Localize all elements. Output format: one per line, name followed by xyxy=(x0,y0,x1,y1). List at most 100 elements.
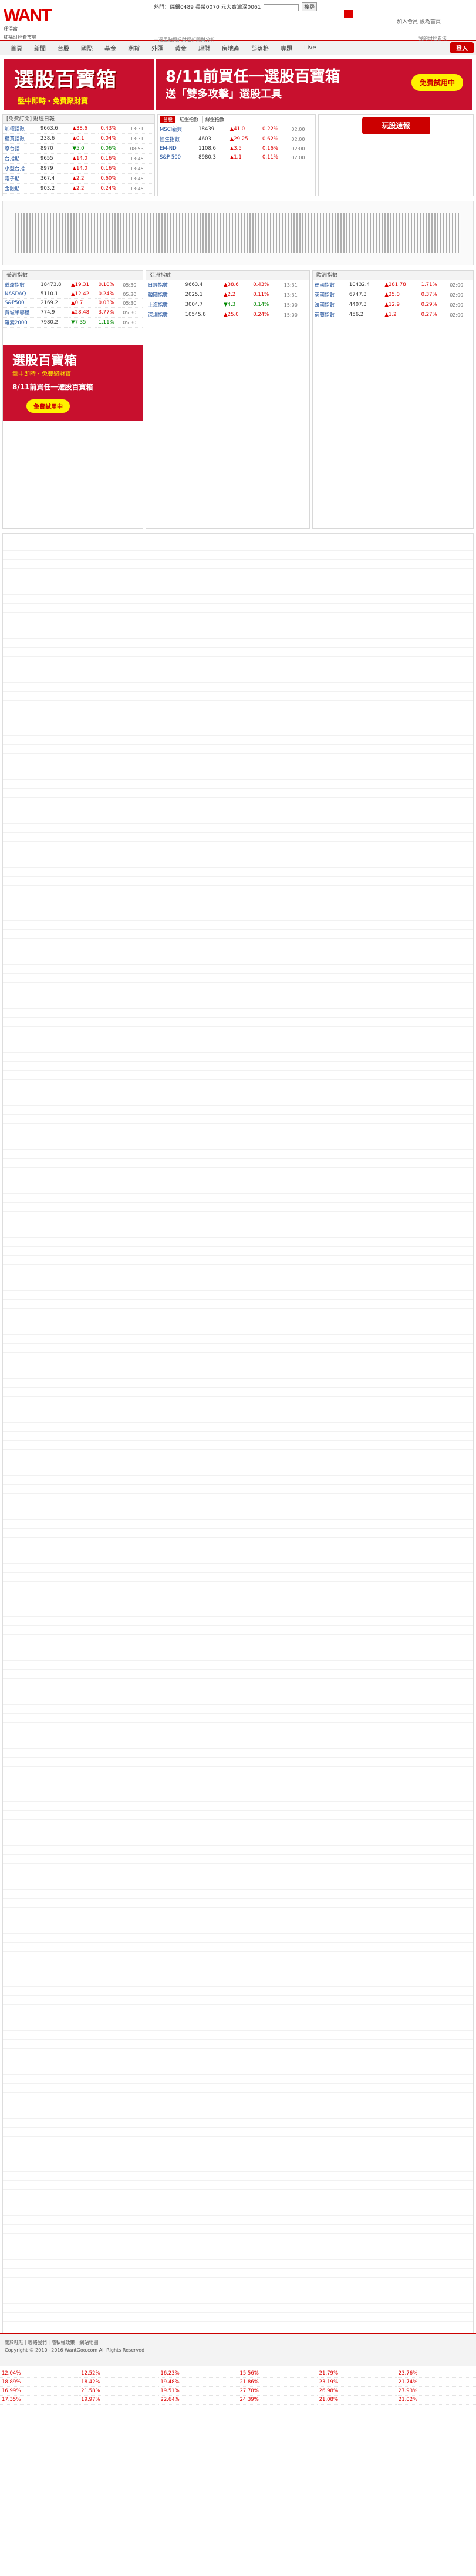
nav-item[interactable]: 基金 xyxy=(104,46,116,52)
table-row[interactable]: 17.35% 19.97% 22.64% 24.39% 21.08% 21.02% xyxy=(0,2395,476,2405)
login-button[interactable]: 登入 xyxy=(450,42,474,53)
quote-mid-column: 台股 紅盤指數 綠盤指數 MSCI新興 18439 ▲41.0 0.22% 02:00 … xyxy=(157,114,316,196)
table-row[interactable]: 恒生指數 4603 ▲29.25 0.62% 02:00 xyxy=(158,134,315,144)
table-row[interactable]: S&P 500 8980.3 ▲1.1 0.11% 02:00 xyxy=(158,153,315,162)
quote-time: 15:00 xyxy=(282,310,309,320)
tab-taiwan[interactable]: 台股 xyxy=(160,116,175,123)
banner-left[interactable]: 選股百寶箱 盤中即時・免費聚財寶 xyxy=(4,59,154,110)
tab-red[interactable]: 紅盤指數 xyxy=(177,116,201,123)
table-row[interactable]: 深圳指數 10545.8 ▲25.0 0.24% 15:00 xyxy=(146,310,309,320)
table-row[interactable]: NASDAQ 5110.1 ▲12.42 0.24% 05:30 xyxy=(3,290,143,299)
table-row[interactable]: 電子期 367.4 ▲2.2 0.60% 13:45 xyxy=(3,173,154,184)
table-row[interactable]: 台指期 9655 ▲14.0 0.16% 13:45 xyxy=(3,153,154,164)
quote-time: 05:30 xyxy=(121,280,143,290)
nav-item[interactable]: 理財 xyxy=(198,46,210,52)
quote-percent: 1.71% xyxy=(419,280,448,290)
quote-value: 3004.7 xyxy=(183,300,222,310)
market-section: 美洲指數 道瓊指數 18473.8 ▲19.31 0.10% 05:30 NASDAQ 5… xyxy=(0,270,476,529)
table-row[interactable]: 羅素2000 7980.2 ▼7.35 1.11% 05:30 xyxy=(3,317,143,328)
search-button[interactable]: 搜尋 xyxy=(302,2,318,11)
nav-item[interactable]: 專題 xyxy=(281,46,292,52)
quote-name: 金融期 xyxy=(3,183,39,194)
top-links[interactable]: 加入會員 設為首頁 xyxy=(397,19,441,25)
nav-item[interactable]: 國際 xyxy=(81,46,93,52)
site-logo[interactable]: WANT 旺得富 xyxy=(4,6,52,32)
tab-green[interactable]: 綠盤指數 xyxy=(202,116,227,123)
quote-percent: 3.77% xyxy=(96,307,121,318)
table-row[interactable]: MSCI新興 18439 ▲41.0 0.22% 02:00 xyxy=(158,125,315,134)
table-row[interactable]: EM-ND 1108.6 ▲3.5 0.16% 02:00 xyxy=(158,144,315,153)
promo-ad-title: 選股百寶箱 xyxy=(12,354,77,368)
nav-item[interactable]: 部落格 xyxy=(251,46,269,52)
quick-search: 熱門：瑞銀0489 長榮0070 元大寶滬深0061 搜尋 xyxy=(154,2,318,11)
quote-name: S&P 500 xyxy=(158,153,197,162)
hot-keywords[interactable]: 熱門：瑞銀0489 長榮0070 元大寶滬深0061 xyxy=(154,5,261,11)
table-row[interactable]: 金融期 903.2 ▲2.2 0.24% 13:45 xyxy=(3,183,154,194)
quote-name: 荷蘭指數 xyxy=(313,310,347,320)
promo-ad-button[interactable]: 免費試用中 xyxy=(26,399,70,413)
page: WANT 旺得富 熱門：瑞銀0489 長榮0070 元大寶滬深0061 搜尋 加… xyxy=(0,2,476,2405)
banner-right[interactable]: 8/11前買任一選股百寶箱 送「雙多攻擊」選股工具 免費試用中 xyxy=(156,59,472,110)
nav-item[interactable]: 外匯 xyxy=(151,46,163,52)
quote-percent: 0.60% xyxy=(99,173,129,184)
nav-item[interactable]: 台股 xyxy=(58,46,69,52)
cell: 27.93% xyxy=(396,2386,476,2396)
table-row[interactable]: 費城半導體 774.9 ▲28.48 3.77% 05:30 xyxy=(3,307,143,318)
nav-item[interactable]: 黃金 xyxy=(175,46,187,52)
table-row[interactable]: 德國指數 10432.4 ▲281.78 1.71% 02:00 xyxy=(313,280,473,290)
quote-change: ▲14.0 xyxy=(70,153,99,164)
nav-item[interactable]: Live xyxy=(304,45,316,51)
table-row[interactable]: 道瓊指數 18473.8 ▲19.31 0.10% 05:30 xyxy=(3,280,143,290)
quote-percent: 0.14% xyxy=(251,300,282,310)
footer-links[interactable]: 關於旺旺 | 聯絡我們 | 隱私權政策 | 網站地圖 xyxy=(5,2340,99,2345)
nav-item[interactable]: 期貨 xyxy=(128,46,140,52)
promo-button[interactable]: 玩股速報 xyxy=(362,117,430,134)
quote-name: 韓國指數 xyxy=(146,290,184,300)
table-row[interactable]: 英國指數 6747.3 ▲25.0 0.37% 02:00 xyxy=(313,290,473,300)
table-row[interactable]: 12.04% 12.52% 16.23% 15.56% 21.79% 23.76% xyxy=(0,2369,476,2378)
nav-item[interactable]: 房地產 xyxy=(222,46,239,52)
table-row[interactable]: 16.99% 21.58% 19.51% 27.78% 26.98% 27.93% xyxy=(0,2386,476,2396)
nav-item[interactable]: 首頁 xyxy=(11,46,22,52)
promo-ad-line: 8/11前買任一選股百寶箱 xyxy=(12,383,93,391)
cell: 23.19% xyxy=(317,2377,397,2387)
table-row[interactable]: 法國指數 4407.3 ▲12.9 0.29% 02:00 xyxy=(313,300,473,310)
nav-item[interactable]: 新聞 xyxy=(34,46,46,52)
quote-tabs: 台股 紅盤指數 綠盤指數 xyxy=(158,115,315,125)
quote-name: NASDAQ xyxy=(3,290,39,299)
cell: 19.51% xyxy=(158,2386,238,2396)
quote-time: 13:45 xyxy=(128,163,154,174)
quote-value: 2025.1 xyxy=(183,290,222,300)
americas-table: 道瓊指數 18473.8 ▲19.31 0.10% 05:30 NASDAQ 5110.1… xyxy=(3,280,143,328)
table-row[interactable]: 摩台指 8970 ▼5.0 0.06% 08:53 xyxy=(3,143,154,154)
quote-value: 10545.8 xyxy=(183,310,222,320)
table-row[interactable]: S&P500 2169.2 ▲0.7 0.03% 05:30 xyxy=(3,298,143,308)
quote-percent: 0.16% xyxy=(99,153,129,164)
quote-value: 8980.3 xyxy=(197,153,228,162)
quote-time: 05:30 xyxy=(121,290,143,299)
quote-time: 13:31 xyxy=(128,124,154,134)
free-trial-button[interactable]: 免費試用中 xyxy=(411,74,463,91)
table-row[interactable]: 上海指數 3004.7 ▼4.3 0.14% 15:00 xyxy=(146,300,309,310)
quote-percent: 0.11% xyxy=(260,153,290,162)
table-row[interactable]: 日經指數 9663.4 ▲38.6 0.43% 13:31 xyxy=(146,280,309,290)
quote-change: ▲41.0 xyxy=(228,125,261,134)
quote-time: 02:00 xyxy=(289,153,315,162)
table-row[interactable]: 小型台指 8979 ▲14.0 0.16% 13:45 xyxy=(3,163,154,174)
quote-right-column: 玩股速報 xyxy=(318,114,474,196)
table-row[interactable]: 18.89% 18.42% 19.48% 21.86% 23.19% 21.74% xyxy=(0,2377,476,2387)
quote-name: 電子期 xyxy=(3,173,39,184)
europe-title: 歐洲指數 xyxy=(313,271,473,280)
quote-change: ▲28.48 xyxy=(69,307,97,318)
right-link[interactable]: 我的財經看法 xyxy=(418,36,447,41)
banner-left-subtitle: 盤中即時・免費聚財寶 xyxy=(18,97,89,105)
table-row[interactable]: 韓國指數 2025.1 ▲2.2 0.11% 13:31 xyxy=(146,290,309,300)
text-noise xyxy=(15,213,461,253)
table-row[interactable]: 加權指數 9663.6 ▲38.6 0.43% 13:31 xyxy=(3,124,154,134)
search-input[interactable] xyxy=(264,4,299,11)
sub-links[interactable]: 一週重點資訊財經新聞與分析 xyxy=(154,37,215,42)
table-row[interactable]: 荷蘭指數 456.2 ▲1.2 0.27% 02:00 xyxy=(313,310,473,320)
promo-ad[interactable]: 選股百寶箱 盤中即時・免費聚財寶 8/11前買任一選股百寶箱 免費試用中 xyxy=(3,345,143,421)
section-title[interactable]: [免費訂閱] 財經日報 xyxy=(3,115,154,124)
table-row[interactable]: 櫃買指數 238.6 ▲0.1 0.04% 13:31 xyxy=(3,133,154,144)
